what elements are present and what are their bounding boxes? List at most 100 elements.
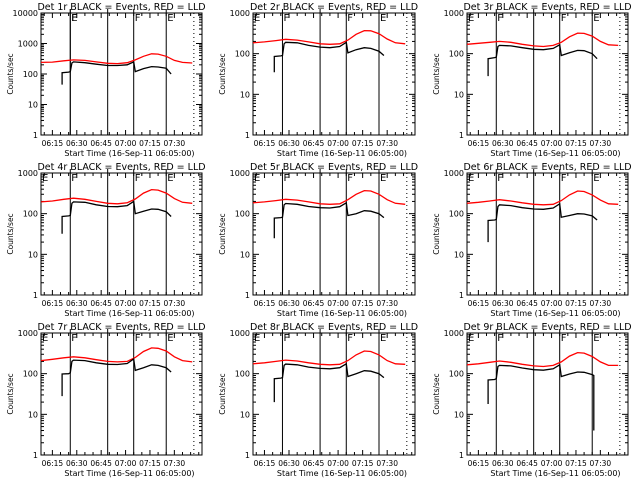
x-tick-label: 06:30 (492, 299, 514, 308)
plot-frame (466, 332, 629, 456)
panel-title: Det 8r BLACK = Events, RED = LLD (250, 322, 418, 333)
x-tick-label: 07:00 (541, 459, 563, 468)
y-tick-label: 1 (459, 131, 464, 140)
interval-marker-label: E (167, 333, 173, 344)
series-events (273, 41, 385, 73)
plot-frame (40, 172, 203, 296)
series-lld (40, 188, 193, 205)
y-tick-label: 1000 (230, 169, 250, 178)
y-tick-label: 10 (28, 410, 38, 419)
y-axis-label: Counts/sec (432, 373, 441, 414)
x-tick-label: 07:00 (541, 299, 563, 308)
panel-det-3: 1 10 100 1000 06:15 06:30 06:45 07:00 07:15 07:30… (432, 2, 632, 158)
x-axis-label: Start Time (16-Sep-11 06:05:00) (277, 309, 407, 318)
y-axis-label: Counts/sec (6, 373, 15, 414)
panel-det-5: 1 10 100 1000 06:15 06:30 06:45 07:00 07:15 07:30… (218, 162, 418, 318)
series-events (487, 202, 598, 243)
y-tick-label: 1000 (18, 169, 38, 178)
x-tick-label: 07:15 (139, 459, 161, 468)
interval-marker-label: E (42, 333, 48, 344)
x-axis-label: Start Time (16-Sep-11 06:05:00) (490, 149, 620, 158)
y-tick-label: 1 (245, 291, 250, 300)
interval-marker-label: F (135, 333, 141, 344)
x-tick-label: 06:45 (303, 139, 325, 148)
x-axis-label: Start Time (16-Sep-11 06:05:00) (277, 469, 407, 478)
y-tick-label: 100 (449, 370, 464, 379)
x-axis-label: Start Time (16-Sep-11 06:05:00) (490, 469, 620, 478)
x-tick-label: 07:15 (139, 299, 161, 308)
x-tick-label: 06:15 (254, 299, 276, 308)
interval-marker-label: E (380, 173, 386, 184)
x-tick-label: 06:45 (303, 459, 325, 468)
series-lld (252, 29, 406, 45)
panel-title: Det 5r BLACK = Events, RED = LLD (250, 162, 418, 173)
series-events (273, 201, 385, 239)
x-tick-label: 07:30 (164, 139, 186, 148)
interval-marker-label: E (593, 13, 599, 24)
plot-frame (252, 172, 416, 296)
x-tick-label: 07:00 (327, 459, 349, 468)
y-tick-label: 10000 (13, 9, 38, 18)
y-tick-label: 1000 (18, 40, 38, 49)
y-tick-label: 1000 (444, 329, 464, 338)
y-tick-label: 10 (454, 250, 464, 259)
x-tick-label: 06:45 (90, 299, 112, 308)
y-tick-label: 100 (23, 370, 38, 379)
panel-title: Det 7r BLACK = Events, RED = LLD (37, 322, 205, 333)
panel-det-7: 1 10 100 1000 06:15 06:30 06:45 07:00 07:15 07:30… (6, 322, 206, 478)
series-lld (252, 189, 406, 205)
x-tick-label: 06:15 (468, 139, 490, 148)
interval-marker-label: F (561, 13, 567, 24)
plot-frame (40, 332, 203, 456)
y-axis-label: Counts/sec (6, 53, 15, 94)
series-events (61, 60, 172, 85)
interval-marker-label: F (135, 173, 141, 184)
panel-title: Det 4r BLACK = Events, RED = LLD (37, 162, 205, 173)
x-tick-label: 06:15 (468, 459, 490, 468)
y-tick-label: 100 (23, 70, 38, 79)
x-tick-label: 07:30 (590, 299, 612, 308)
series-events (487, 363, 595, 431)
x-tick-label: 06:30 (278, 459, 300, 468)
interval-marker-label: E (593, 173, 599, 184)
x-tick-label: 07:15 (352, 459, 374, 468)
x-axis-label: Start Time (16-Sep-11 06:05:00) (64, 469, 194, 478)
x-tick-label: 06:15 (42, 299, 64, 308)
interval-marker-label: E (254, 13, 260, 24)
x-tick-label: 07:30 (164, 299, 186, 308)
y-axis-label: Counts/sec (432, 213, 441, 254)
interval-marker-label: F (283, 13, 289, 24)
interval-marker-label: F (347, 333, 353, 344)
x-tick-label: 06:30 (492, 459, 514, 468)
series-lld (466, 190, 619, 206)
x-tick-label: 07:15 (565, 299, 587, 308)
y-tick-label: 100 (235, 50, 250, 59)
interval-marker-label: E (593, 333, 599, 344)
y-tick-label: 1 (459, 291, 464, 300)
interval-marker-label: F (71, 333, 77, 344)
y-tick-label: 100 (235, 210, 250, 219)
y-tick-label: 10 (240, 250, 250, 259)
panel-title: Det 2r BLACK = Events, RED = LLD (250, 2, 418, 13)
x-tick-label: 07:15 (352, 299, 374, 308)
y-tick-label: 1000 (18, 329, 38, 338)
series-lld (40, 347, 193, 363)
series-lld (466, 32, 619, 48)
y-tick-label: 1 (33, 291, 38, 300)
x-tick-label: 07:30 (376, 459, 398, 468)
interval-marker-label: E (468, 333, 474, 344)
panel-title: Det 3r BLACK = Events, RED = LLD (463, 2, 631, 13)
x-axis-label: Start Time (16-Sep-11 06:05:00) (64, 149, 194, 158)
interval-marker-label: F (561, 333, 567, 344)
x-tick-label: 06:45 (90, 139, 112, 148)
x-tick-label: 06:45 (90, 459, 112, 468)
interval-marker-label: F (283, 173, 289, 184)
x-tick-label: 07:30 (376, 139, 398, 148)
interval-marker-label: E (42, 173, 48, 184)
x-tick-label: 07:00 (115, 459, 137, 468)
series-lld (466, 351, 619, 368)
y-tick-label: 1 (245, 451, 250, 460)
interval-marker-label: E (468, 13, 474, 24)
interval-marker-label: F (283, 333, 289, 344)
